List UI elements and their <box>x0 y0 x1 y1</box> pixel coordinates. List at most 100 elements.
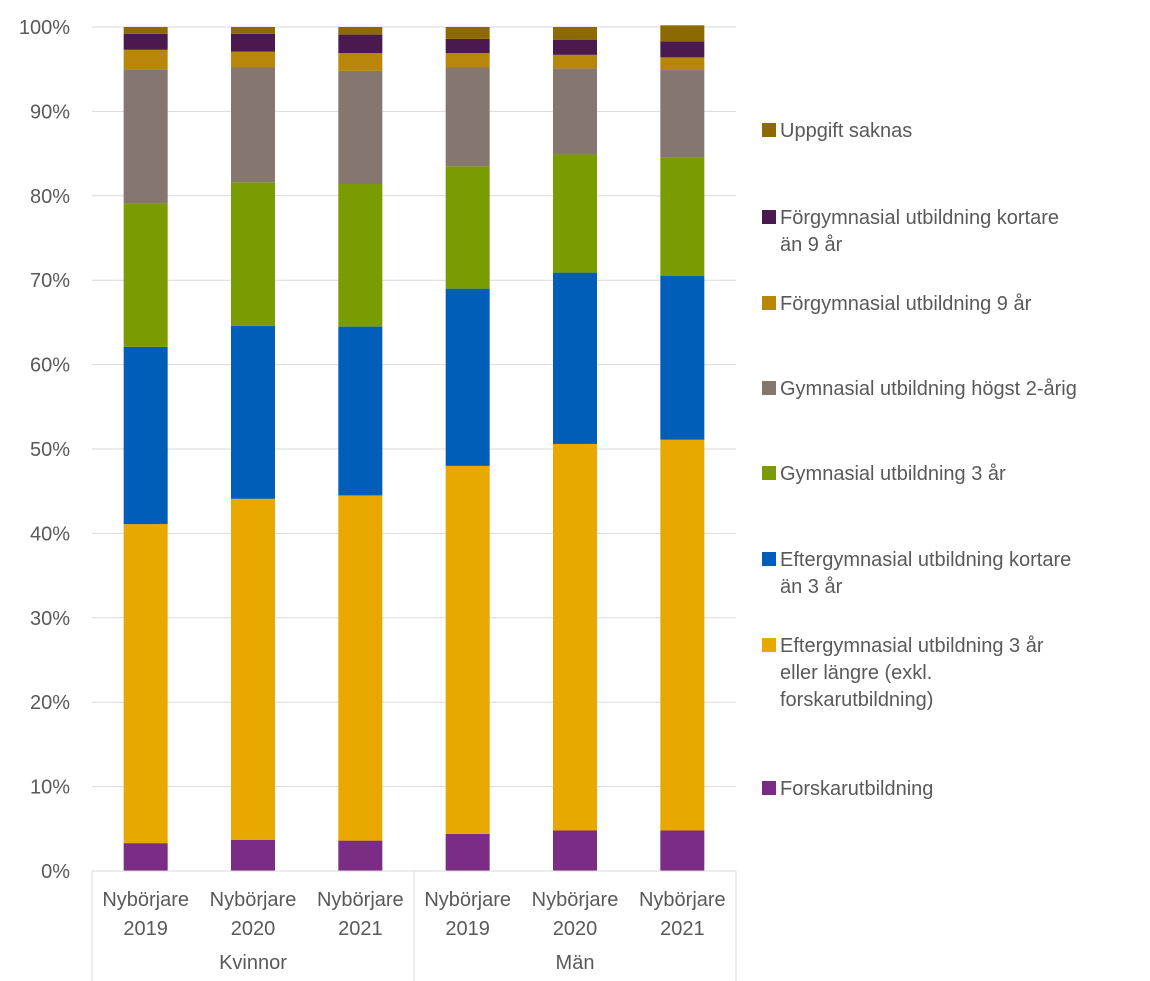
bar-segment <box>338 183 383 327</box>
legend-item: Gymnasial utbildning 3 år <box>762 463 1006 485</box>
bar-segment <box>231 27 275 34</box>
bar-segment <box>338 34 383 54</box>
group-label: Män <box>556 952 595 974</box>
legend-label: Uppgift saknas <box>780 120 912 142</box>
y-tick-label: 90% <box>30 101 70 123</box>
x-tick-label: Nybörjare <box>639 889 726 911</box>
bar-segment <box>338 53 383 71</box>
bar-segment <box>445 465 490 834</box>
bar-segment <box>231 182 275 326</box>
legend-label: forskarutbildning) <box>780 689 933 711</box>
legend-item: Forskarutbildning <box>762 778 933 800</box>
bar-segment <box>123 69 168 204</box>
y-tick-label: 30% <box>30 608 70 630</box>
bar-segment <box>338 27 383 35</box>
bar-segment <box>553 272 597 444</box>
y-tick-label: 40% <box>30 523 70 545</box>
bar-segment <box>553 39 597 55</box>
legend-swatch <box>762 381 776 395</box>
bar-segment <box>660 57 705 71</box>
bar-segment <box>338 495 383 841</box>
bar-segment <box>445 53 490 68</box>
legend-swatch <box>762 552 776 566</box>
group-label: Kvinnor <box>219 952 287 974</box>
bar-segment <box>231 51 275 68</box>
bar-segment <box>660 439 705 831</box>
legend-label: Eftergymnasial utbildning kortare <box>780 549 1071 571</box>
bar-segment <box>231 325 275 499</box>
x-tick-label: Nybörjare <box>424 889 511 911</box>
legend-label: Gymnasial utbildning 3 år <box>780 463 1006 485</box>
bar-segment <box>123 203 168 347</box>
legend-label: Eftergymnasial utbildning 3 år <box>780 635 1044 657</box>
x-tick-label: Nybörjare <box>317 889 404 911</box>
y-tick-label: 80% <box>30 186 70 208</box>
bar-segment <box>123 27 168 34</box>
x-tick-label: 2019 <box>445 918 490 940</box>
x-tick-label: 2021 <box>338 918 383 940</box>
legend-item: Förgymnasial utbildning 9 år <box>762 293 1032 315</box>
bar-segment <box>338 326 383 496</box>
legend-swatch <box>762 210 776 224</box>
legend-swatch <box>762 466 776 480</box>
bar-segment <box>123 524 168 844</box>
y-tick-label: 20% <box>30 692 70 714</box>
x-tick-label: 2019 <box>123 918 168 940</box>
legend-swatch <box>762 781 776 795</box>
bar-segment <box>123 843 168 871</box>
y-tick-label: 0% <box>41 861 70 883</box>
y-tick-label: 70% <box>30 270 70 292</box>
legend-swatch <box>762 123 776 137</box>
bar-segment <box>231 498 275 840</box>
bar-segment <box>231 839 275 871</box>
legend-label: eller längre (exkl. <box>780 662 932 684</box>
bar-segment <box>445 833 490 871</box>
x-tick-label: Nybörjare <box>102 889 189 911</box>
legend-swatch <box>762 296 776 310</box>
y-axis-ticks: 0% 10% 20% 30% 40% 50% 60% 70% 80% 90% 100% <box>19 17 70 883</box>
bar-segment <box>445 38 490 54</box>
bar-segment <box>445 288 490 466</box>
x-tick-label: Nybörjare <box>210 889 297 911</box>
y-tick-label: 10% <box>30 777 70 799</box>
x-tick-label: 2021 <box>660 918 705 940</box>
x-tick-label: Nybörjare <box>532 889 619 911</box>
bar-segment <box>660 41 705 58</box>
legend-label: Forskarutbildning <box>780 778 933 800</box>
legend-item: Uppgift saknas <box>762 120 912 142</box>
bar-segment <box>445 67 490 167</box>
y-tick-label: 60% <box>30 355 70 377</box>
legend: Uppgift saknas Förgymnasial utbildning ko… <box>762 120 1077 800</box>
bar-segment <box>553 68 597 155</box>
legend-item: Gymnasial utbildning högst 2-årig <box>762 378 1077 400</box>
bar-segment <box>660 157 705 276</box>
bar-segment <box>553 54 597 69</box>
bars <box>123 25 705 871</box>
bar-segment <box>660 275 705 440</box>
legend-label: Gymnasial utbildning högst 2-årig <box>780 378 1077 400</box>
bar-segment <box>445 27 490 39</box>
bar-segment <box>338 840 383 871</box>
legend-item: Förgymnasial utbildning kortare än 9 år <box>762 207 1059 256</box>
bar-segment <box>553 27 597 40</box>
legend-item: Eftergymnasial utbildning kortare än 3 år <box>762 549 1071 598</box>
legend-swatch <box>762 638 776 652</box>
bar-segment <box>123 346 168 525</box>
y-tick-label: 50% <box>30 439 70 461</box>
legend-item: Eftergymnasial utbildning 3 år eller läng… <box>762 635 1044 711</box>
gridlines <box>92 26 736 872</box>
bar-segment <box>553 830 597 871</box>
bar-segment <box>553 154 597 273</box>
bar-segment <box>445 166 490 289</box>
bar-segment <box>338 70 383 184</box>
bar-segment <box>660 70 705 158</box>
legend-label: Förgymnasial utbildning kortare <box>780 207 1059 229</box>
x-tick-label: 2020 <box>231 918 276 940</box>
bar-segment <box>231 67 275 183</box>
bar-segment <box>123 33 168 50</box>
bar-segment <box>660 830 705 871</box>
legend-label: Förgymnasial utbildning 9 år <box>780 293 1032 315</box>
x-axis: Nybörjare 2019 Nybörjare 2020 Nybörjare 2021 N… <box>91 870 737 981</box>
x-tick-label: 2020 <box>553 918 598 940</box>
